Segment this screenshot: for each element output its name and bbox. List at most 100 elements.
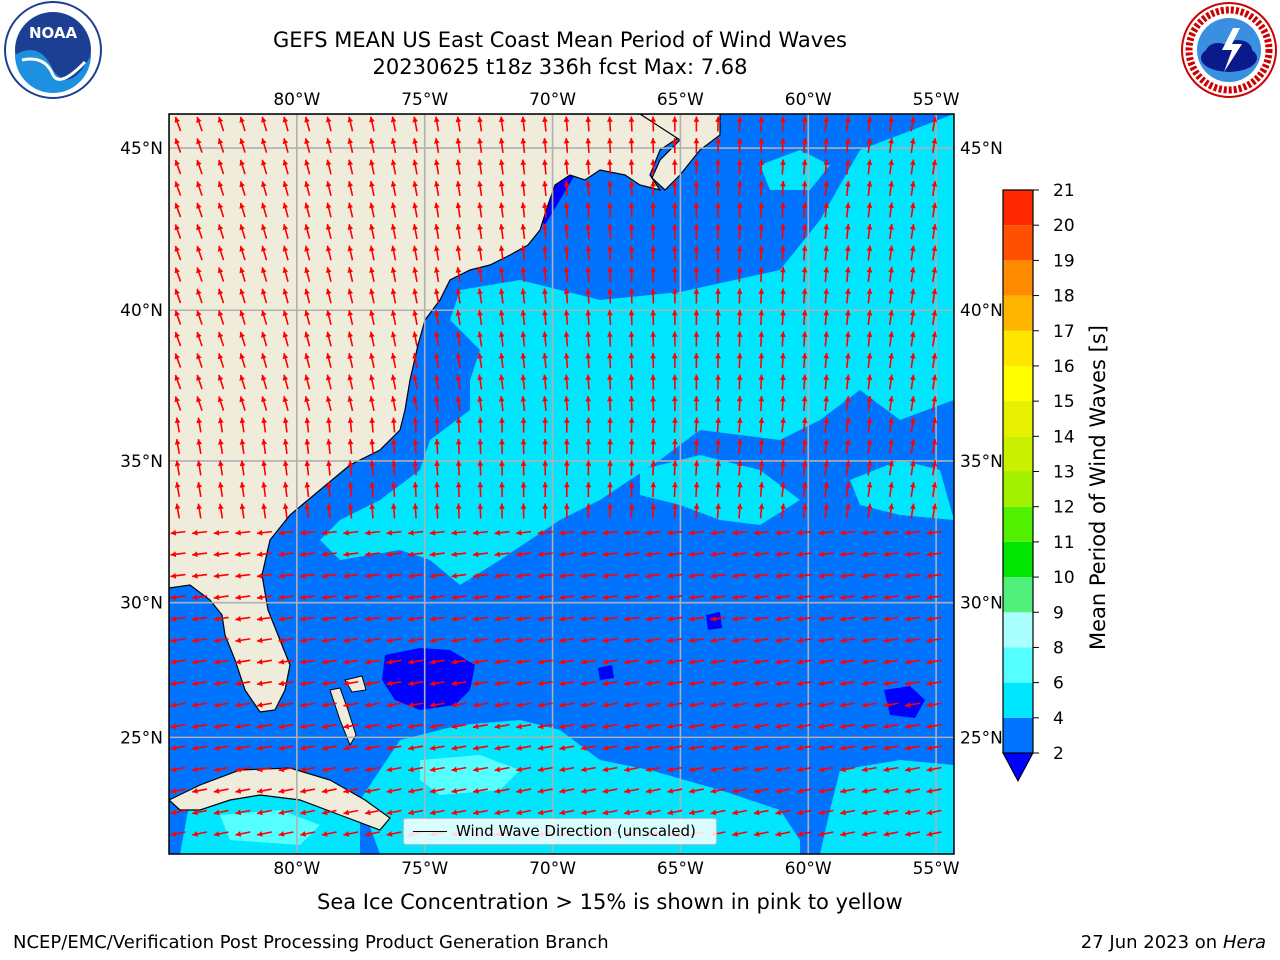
wind-wave-arrowhead (196, 288, 202, 295)
wind-wave-arrowhead (239, 331, 245, 338)
wind-wave-arrowhead (343, 637, 350, 644)
wind-wave-arrowhead (498, 116, 505, 123)
wind-wave-arrowhead (650, 374, 657, 380)
wind-wave-arrowhead (580, 551, 587, 558)
wind-wave-arrowhead (736, 417, 743, 424)
wind-wave-arrowhead (498, 396, 505, 402)
wind-wave-arrowhead (325, 159, 332, 166)
colorbar-segment (1003, 225, 1033, 261)
colorbar-segment (1003, 682, 1033, 718)
wind-wave-arrowhead (196, 503, 203, 510)
wind-wave-arrowhead (347, 202, 354, 209)
wind-wave-arrowhead (861, 766, 868, 773)
wind-wave-arrowhead (542, 202, 548, 209)
wave-period-under-2-region (706, 612, 722, 630)
wind-wave-arrowhead (796, 637, 803, 644)
wind-wave-arrowhead (174, 417, 181, 424)
wind-wave-arrowhead (390, 310, 397, 316)
wind-wave-arrowhead (494, 572, 501, 579)
wind-wave-arrowhead (671, 288, 678, 294)
wind-wave-arrowhead (472, 529, 479, 536)
wind-wave-arrowhead (282, 396, 289, 403)
wind-wave-arrowhead (196, 267, 202, 274)
colorbar-tick-label: 14 (1053, 427, 1075, 447)
wind-wave-arrowhead (861, 659, 868, 665)
wind-wave-arrowhead (304, 159, 310, 166)
wind-wave-arrowhead (689, 702, 695, 708)
wind-wave-arrowhead (580, 659, 587, 665)
wind-wave-arrowhead (775, 659, 782, 665)
wind-wave-arrowhead (408, 745, 414, 751)
wind-wave-arrowhead (434, 460, 440, 466)
wind-wave-arrowhead (559, 529, 565, 536)
wind-wave-arrowhead (213, 702, 220, 708)
wave-period-4-6-region (760, 150, 830, 190)
wind-wave-arrowhead (304, 267, 310, 274)
wind-wave-arrowhead (472, 572, 479, 579)
wind-wave-arrowhead (780, 181, 786, 187)
wave-period-4-6-region (320, 114, 954, 585)
wind-wave-arrowhead (888, 159, 894, 166)
wind-wave-arrowhead (650, 267, 657, 273)
wind-wave-arrowhead (796, 529, 803, 536)
wind-wave-arrowhead (775, 723, 782, 730)
wind-wave-arrowhead (239, 267, 245, 274)
wind-wave-arrowhead (472, 551, 479, 558)
wind-wave-arrowhead (537, 702, 544, 708)
wind-wave-arrowhead (347, 503, 354, 510)
wind-wave-arrowhead (455, 482, 462, 488)
wind-wave-arrowhead (693, 353, 700, 359)
wind-wave-arrowhead (861, 788, 868, 794)
wind-wave-arrowhead (300, 615, 306, 622)
wind-wave-arrowhead (412, 138, 419, 144)
wind-wave-arrowhead (581, 702, 587, 708)
wind-wave-arrowhead (585, 159, 592, 165)
wind-wave-arrowhead (364, 529, 371, 536)
wind-wave-arrowhead (861, 831, 868, 837)
wave-period-under-2-region (884, 686, 925, 718)
wind-wave-arrowhead (369, 482, 376, 488)
wind-wave-arrowhead (607, 245, 613, 251)
wind-wave-arrowhead (688, 572, 695, 579)
wind-wave-arrowhead (477, 417, 484, 423)
wind-wave-arrowhead (883, 637, 890, 644)
wind-wave-arrowhead (671, 396, 678, 402)
wind-wave-arrowhead (909, 374, 916, 381)
wind-wave-arrowhead (235, 723, 242, 730)
wind-wave-arrowhead (451, 659, 458, 665)
lat-tick-label-left: 35°N (120, 452, 163, 472)
wind-wave-arrowhead (170, 659, 177, 665)
wind-wave-arrowhead (542, 439, 549, 445)
wind-wave-arrowhead (386, 766, 393, 773)
wind-wave-arrowhead (282, 159, 289, 166)
wind-wave-arrowhead (390, 353, 397, 359)
wind-wave-arrowhead (715, 439, 722, 445)
wind-wave-arrowhead (693, 460, 700, 466)
wind-wave-arrowhead (926, 680, 933, 687)
wind-wave-arrowhead (520, 503, 527, 509)
wind-wave-arrowhead (455, 396, 462, 402)
wind-wave-arrowhead (213, 551, 220, 558)
wind-wave-arrowhead (455, 439, 462, 445)
wind-wave-arrowhead (585, 202, 592, 208)
wind-wave-arrowhead (239, 245, 245, 252)
wind-wave-arrowhead (861, 594, 868, 601)
lat-tick-label-left: 40°N (120, 301, 163, 321)
wind-wave-arrowhead (758, 116, 765, 122)
wind-wave-arrowhead (801, 245, 808, 251)
wind-wave-arrowhead (239, 396, 245, 403)
colorbar-segment (1003, 436, 1033, 472)
wind-wave-arrowhead (628, 138, 635, 144)
wind-wave-arrowhead (321, 594, 328, 601)
wind-wave-arrowhead (542, 267, 548, 273)
wind-wave-arrowhead (715, 353, 721, 359)
wind-wave-arrowhead (672, 482, 678, 488)
colorbar-tick-label: 2 (1053, 744, 1064, 764)
wind-wave-arrowhead (801, 138, 808, 144)
wind-wave-arrowhead (282, 202, 289, 209)
wind-wave-arrowhead (818, 831, 825, 837)
wind-wave-arrowhead (624, 551, 630, 558)
colorbar-tick-label: 11 (1053, 533, 1075, 553)
wind-wave-arrowhead (433, 202, 440, 209)
